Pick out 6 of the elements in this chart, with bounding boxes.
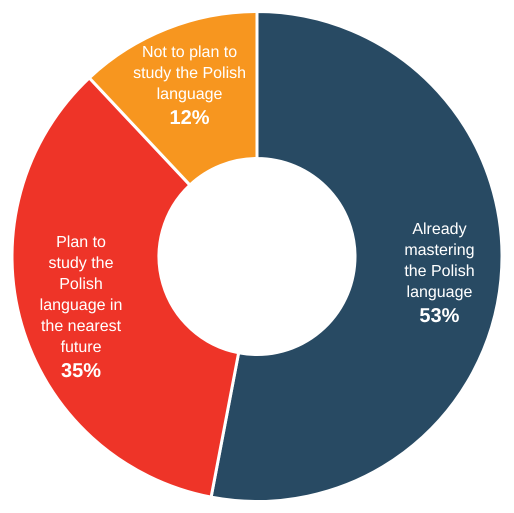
slice-label: Plan to study the Polish language in the nearest future [40, 234, 122, 356]
data-label: 12% [170, 107, 210, 130]
slice-label: Already mastering the Polish language [404, 221, 475, 302]
slice-label: Not to plan to study the Polish language [133, 44, 246, 103]
data-label: 53% [419, 305, 460, 328]
data-label: 35% [61, 360, 102, 382]
